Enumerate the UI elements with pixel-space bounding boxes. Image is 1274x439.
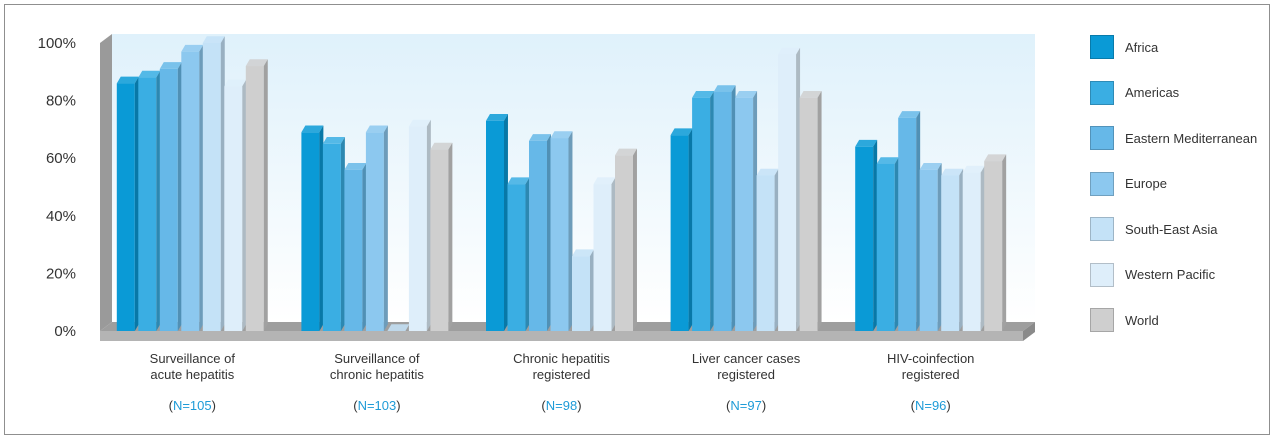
- category-label-line: registered: [717, 367, 775, 382]
- bar: [898, 111, 921, 331]
- floor-front: [100, 331, 1023, 341]
- bar: [855, 139, 878, 331]
- y-tick-label: 40%: [46, 208, 76, 225]
- bar: [202, 36, 225, 331]
- legend-swatch: [1090, 126, 1114, 150]
- chart-frame: 0% 20% 40% 60% 80% 100% Surveillance of acute h…: [4, 4, 1270, 435]
- category-label-line: registered: [902, 367, 960, 382]
- bar: [408, 119, 431, 332]
- bar: [430, 142, 453, 331]
- bar: [224, 79, 247, 331]
- sample-size-label: (N=98): [541, 398, 581, 413]
- bar: [692, 90, 715, 331]
- bar: [984, 154, 1007, 331]
- category-label-line: registered: [533, 367, 591, 382]
- bar: [181, 44, 204, 331]
- bar: [387, 324, 410, 331]
- legend-label: Africa: [1125, 39, 1159, 55]
- left-wall: [100, 34, 112, 331]
- legend-label: Americas: [1125, 85, 1180, 100]
- legend-item: Americas: [1090, 80, 1270, 105]
- sample-size-label: (N=96): [911, 398, 951, 413]
- legend-swatch: [1090, 171, 1114, 196]
- y-tick-label: 0%: [54, 323, 76, 340]
- bar: [529, 134, 551, 331]
- category-label-line: chronic hepatitis: [330, 367, 424, 382]
- legend-label: Western Pacific: [1125, 267, 1216, 282]
- bars: [116, 36, 1007, 332]
- legend-swatch: [1090, 80, 1114, 105]
- legend-item: Eastern Mediterranean: [1090, 126, 1270, 150]
- bar: [138, 70, 161, 331]
- category-label-line: acute hepatitis: [150, 367, 234, 382]
- bar: [245, 59, 268, 331]
- bar: [365, 125, 388, 331]
- bar: [778, 47, 801, 332]
- bar: [735, 90, 758, 331]
- legend-item: South-East Asia: [1090, 217, 1270, 241]
- sample-size-label: (N=105): [169, 398, 216, 413]
- legend-label: Eastern Mediterranean: [1125, 130, 1258, 146]
- bar: [572, 249, 594, 331]
- legend-swatch: [1090, 262, 1114, 287]
- sample-size-label: (N=103): [353, 398, 400, 413]
- category-label-line: Liver cancer cases: [692, 351, 801, 366]
- category-label-line: Surveillance of: [334, 351, 420, 366]
- y-tick-label: 20%: [46, 265, 76, 282]
- category-label-line: HIV-coinfection: [887, 351, 974, 366]
- bar: [615, 148, 637, 331]
- legend-label: World: [1125, 312, 1159, 328]
- y-tick-label: 80%: [46, 93, 76, 110]
- legend-item: Western Pacific: [1090, 262, 1270, 287]
- legend-item: World: [1090, 308, 1270, 332]
- category-label-line: Chronic hepatitis: [513, 351, 610, 366]
- bar: [593, 177, 616, 331]
- sample-size-label: (N=97): [726, 398, 766, 413]
- bar: [919, 162, 942, 331]
- bar: [876, 157, 899, 331]
- legend-swatch: [1090, 308, 1114, 332]
- bar: [756, 168, 779, 331]
- legend-item: Africa: [1090, 35, 1270, 59]
- floor-side: [1023, 322, 1035, 341]
- bar: [159, 62, 182, 332]
- legend-swatch: [1090, 35, 1114, 59]
- bar: [713, 85, 736, 332]
- bar: [670, 128, 693, 331]
- legend-swatch: [1090, 217, 1114, 241]
- bar: [116, 76, 139, 331]
- bar: [322, 137, 345, 331]
- y-tick-label: 100%: [38, 35, 76, 52]
- bar: [344, 162, 367, 331]
- y-tick-label: 60%: [46, 150, 76, 167]
- legend-item: Europe: [1090, 171, 1270, 196]
- legend-label: South-East Asia: [1125, 221, 1218, 237]
- bar: [799, 90, 822, 331]
- legend-label: Europe: [1125, 176, 1167, 191]
- bar: [486, 114, 508, 331]
- bar: [941, 168, 964, 331]
- bar: [301, 125, 324, 331]
- bar: [550, 131, 573, 331]
- category-label-line: Surveillance of: [150, 351, 236, 366]
- bar: [962, 165, 985, 331]
- legend: Africa Americas Eastern Mediterranean Europ…: [1090, 35, 1270, 354]
- bar: [507, 177, 530, 331]
